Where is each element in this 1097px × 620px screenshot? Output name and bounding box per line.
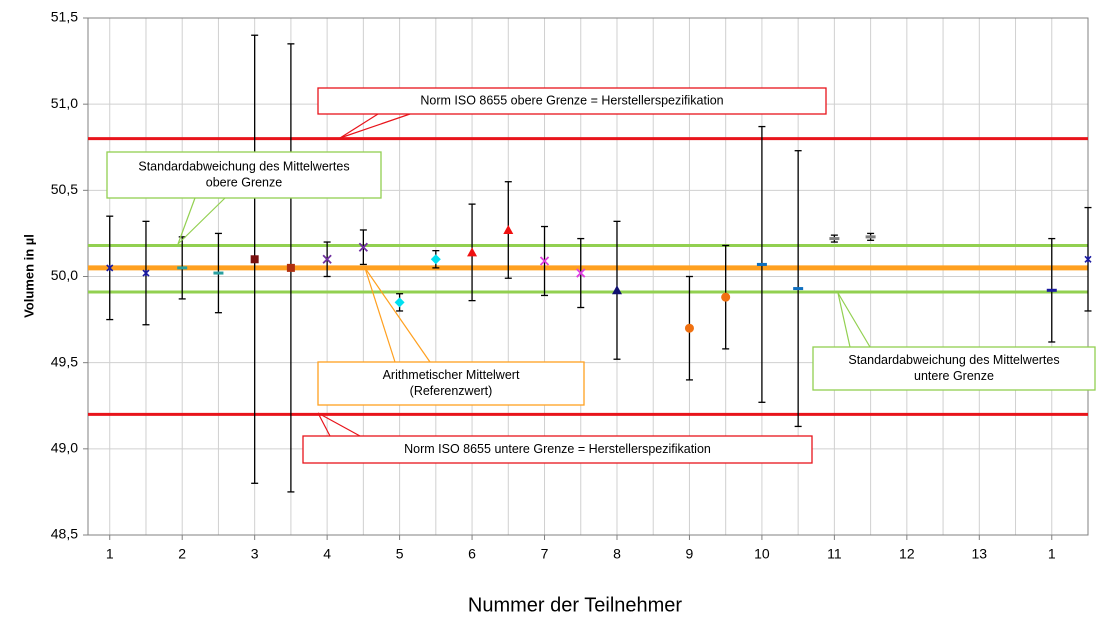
marker (1084, 255, 1092, 263)
annotation-leader (837, 292, 871, 348)
x-tick-label: 11 (827, 546, 842, 562)
y-tick-label: 50,0 (51, 267, 78, 283)
x-tick-label: 13 (972, 546, 988, 562)
annotation-leader (364, 267, 431, 363)
marker (611, 285, 622, 295)
annotation-leader (339, 113, 411, 139)
marker (721, 292, 731, 302)
marker (142, 269, 150, 277)
y-tick-label: 51,0 (51, 95, 78, 111)
marker (503, 224, 514, 234)
annotation-leader (364, 267, 396, 363)
x-axis-title: Nummer der Teilnehmer (468, 594, 682, 616)
marker (322, 254, 332, 264)
annotation-text: Norm ISO 8655 untere Grenze = Hersteller… (404, 442, 711, 456)
annotation-text: Norm ISO 8655 obere Grenze = Herstellers… (420, 93, 723, 107)
x-tick-label: 8 (613, 546, 621, 562)
annotation-leader (317, 412, 331, 437)
marker (213, 271, 224, 275)
annotation-leader (339, 113, 379, 139)
marker (250, 255, 259, 264)
marker (539, 256, 550, 266)
x-tick-label: 2 (178, 546, 186, 562)
annotation-box (812, 346, 1096, 391)
x-tick-label: 1 (1048, 546, 1056, 562)
y-tick-label: 49,0 (51, 440, 78, 456)
marker (865, 235, 876, 239)
marker (829, 237, 840, 241)
annotation-leader (317, 412, 361, 437)
y-tick-label: 51,5 (51, 9, 78, 25)
annotation-text: untere Grenze (914, 369, 994, 383)
y-axis-title: Volumen in µl (21, 234, 36, 318)
annotation-leader (837, 292, 851, 348)
y-tick-label: 50,5 (51, 181, 78, 197)
x-tick-label: 1 (106, 546, 114, 562)
annotation-text: Standardabweichung des Mittelwertes (138, 159, 349, 173)
marker (684, 323, 694, 333)
x-tick-label: 10 (754, 546, 770, 562)
y-tick-label: 49,5 (51, 353, 78, 369)
annotation-box (106, 151, 382, 199)
marker (394, 297, 405, 308)
annotation-text: Arithmetischer Mittelwert (383, 368, 520, 382)
marker (756, 262, 767, 266)
x-tick-label: 4 (323, 546, 331, 562)
marker (286, 263, 295, 272)
annotation-text: (Referenzwert) (410, 384, 493, 398)
x-tick-label: 12 (899, 546, 915, 562)
marker (793, 287, 804, 291)
annotation-text: Standardabweichung des Mittelwertes (848, 353, 1059, 367)
x-tick-label: 7 (541, 546, 549, 562)
x-tick-label: 6 (468, 546, 476, 562)
marker (1046, 288, 1057, 292)
annotation-box (317, 361, 585, 406)
marker (106, 264, 114, 272)
annotation-leader (177, 197, 226, 245)
x-tick-label: 5 (396, 546, 404, 562)
y-tick-label: 48,5 (51, 526, 78, 542)
x-tick-label: 9 (686, 546, 694, 562)
marker (467, 247, 478, 257)
marker (177, 266, 188, 270)
marker (430, 254, 441, 265)
annotation-box (317, 87, 827, 115)
annotation-leader (177, 197, 196, 245)
marker (358, 242, 368, 252)
x-tick-label: 3 (251, 546, 259, 562)
annotation-box (302, 435, 813, 464)
annotation-text: obere Grenze (206, 175, 282, 189)
marker (576, 268, 586, 278)
